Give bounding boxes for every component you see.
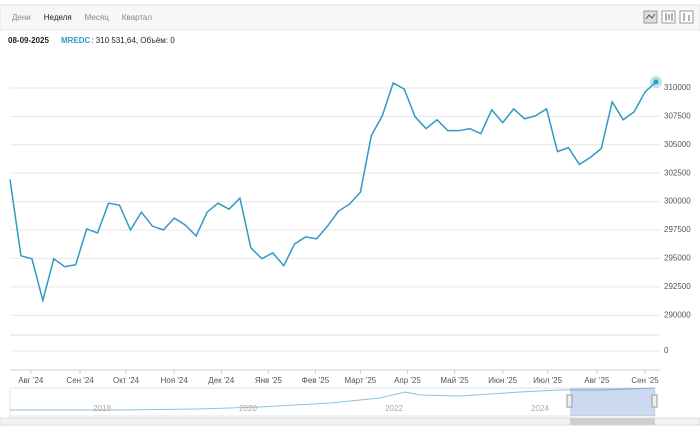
tab[interactable]: Дени [12, 13, 31, 22]
tab[interactable]: Квартал [122, 13, 153, 22]
x-tick-label: Май '25 [440, 376, 469, 385]
x-tick-label: Фев '25 [302, 376, 330, 385]
icon-candles[interactable] [679, 10, 694, 24]
toolbar [0, 4, 700, 31]
scrollbar[interactable] [0, 417, 700, 426]
x-tick-label: Авг '24 [18, 376, 44, 385]
x-tick-label: Сен '25 [631, 376, 659, 385]
tool-icons [643, 10, 694, 24]
tab[interactable]: Неделя [44, 13, 72, 22]
x-tick-label: Дек '24 [208, 376, 235, 385]
x-tick-label: Июл '25 [533, 376, 562, 385]
y-tick-label: 295000 [664, 254, 691, 263]
navigator-series [10, 387, 656, 411]
y-tick-label: 302500 [664, 168, 691, 177]
navigator[interactable] [9, 387, 656, 417]
x-tick-label: Ноя '24 [161, 376, 189, 385]
navigator-label: 2020 [239, 404, 257, 413]
line-series [9, 81, 657, 304]
navigator-handle[interactable] [566, 394, 573, 408]
y-tick-label: 290000 [664, 310, 691, 319]
x-tick-label: Сен '24 [66, 376, 94, 385]
info-symbol: MREDC [61, 36, 91, 45]
x-tick-label: Янв '25 [255, 376, 283, 385]
navigator-label: 2018 [93, 404, 111, 413]
y-tick-label: 297500 [664, 225, 691, 234]
x-tick-label: Окт '24 [113, 376, 140, 385]
y-tick-label: 292500 [664, 282, 691, 291]
navigator-label: 2024 [531, 404, 549, 413]
navigator-selection[interactable] [570, 388, 655, 416]
info-text: : 310 531,64, Объём: 0 [91, 36, 175, 45]
scrollbar-thumb[interactable] [570, 418, 655, 425]
tab[interactable]: Месяц [85, 13, 110, 22]
x-tick-label: Июн '25 [488, 376, 517, 385]
y-tick-label: 305000 [664, 140, 691, 149]
volume-tick-label: 0 [664, 346, 669, 355]
y-tick-label: 300000 [664, 197, 691, 206]
y-tick-label: 310000 [664, 83, 691, 92]
last-point [653, 79, 659, 85]
navigator-handle[interactable] [651, 394, 658, 408]
x-tick-label: Апр '25 [394, 376, 421, 385]
x-tick-label: Авг '25 [584, 376, 610, 385]
navigator-label: 2022 [385, 404, 403, 413]
info-date: 08-09-2025 [8, 36, 49, 45]
x-tick-label: Март '25 [344, 376, 376, 385]
y-tick-label: 307500 [664, 111, 691, 120]
